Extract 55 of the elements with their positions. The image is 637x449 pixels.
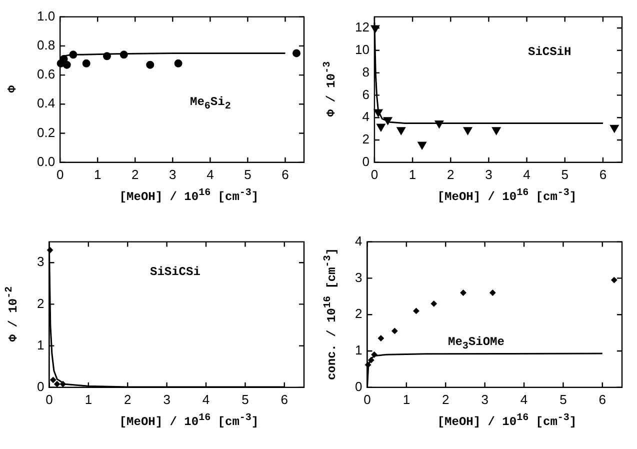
x-tick-label: 3 (481, 392, 488, 407)
y-tick-label: 12 (354, 20, 370, 35)
x-tick-label: 6 (282, 166, 289, 182)
x-tick-label: 5 (244, 166, 252, 182)
x-tick-label: 1 (84, 392, 92, 407)
y-tick-label: 1 (36, 337, 44, 352)
y-tick-label: 8 (362, 64, 370, 80)
y-tick-label: 2 (362, 132, 370, 147)
x-tick-label: 3 (485, 166, 492, 182)
x-tick-label: 3 (169, 166, 176, 182)
x-tick-label: 5 (242, 392, 249, 407)
x-tick-label: 2 (447, 166, 454, 182)
x-tick-label: 2 (442, 392, 450, 407)
y-tick-label: 0 (354, 378, 362, 394)
y-tick-label: 1.0 (36, 8, 56, 24)
x-tick-label: 1 (94, 166, 102, 182)
annotation: SiSiCSi (150, 265, 200, 279)
x-tick-label: 6 (598, 392, 606, 407)
y-tick-label: 3 (354, 270, 362, 285)
y-tick-label: 0 (362, 154, 370, 169)
x-tick-label: 6 (280, 392, 288, 407)
x-tick-label: 1 (402, 392, 410, 407)
y-tick-label: 0.8 (36, 38, 56, 52)
y-tick-label: 3 (36, 254, 44, 270)
y-tick-label: 1 (354, 342, 362, 358)
x-tick-label: 6 (599, 166, 607, 182)
y-tick-label: 2 (36, 296, 44, 311)
x-tick-label: 4 (520, 392, 528, 407)
y-tick-label: 4 (354, 233, 362, 248)
y-tick-label: 0.0 (36, 154, 56, 169)
x-tick-label: 5 (560, 392, 567, 407)
x-tick-label: 2 (132, 166, 139, 182)
y-tick-label: 6 (362, 86, 370, 102)
y-tick-label: 0.2 (36, 124, 56, 140)
y-tick-label: 10 (354, 42, 370, 57)
x-tick-label: 2 (124, 392, 132, 407)
x-axis-title: [MeOH] / 10$^{16}$ [cm$^{-3}$] (436, 413, 578, 429)
x-tick-label: 5 (561, 166, 568, 182)
x-axis-title: [MeOH] / 10$^{16}$ [cm$^{-3}$] (436, 188, 578, 204)
x-tick-label: 1 (408, 166, 416, 182)
x-tick-label: 4 (202, 392, 210, 407)
annotation: Me$_{6}$Si$_{2}$ (190, 95, 231, 112)
x-axis-title: [MeOH] / 10$^{16}$ [cm$^{-3}$] (118, 413, 260, 429)
y-tick-label: 0.6 (36, 66, 56, 82)
y-tick-label: 0.4 (36, 96, 56, 111)
x-tick-label: 3 (163, 392, 170, 407)
y-axis-title: Φ (6, 85, 20, 93)
y-tick-label: 2 (354, 306, 362, 322)
x-axis-title: [MeOH] / 10$^{16}$ [cm$^{-3}$] (118, 188, 260, 204)
y-tick-label: 4 (362, 109, 370, 124)
annotation: Me$_{3}$SiOMe (448, 335, 504, 352)
x-tick-label: 4 (523, 166, 530, 182)
annotation: SiCSiH (528, 45, 572, 59)
x-tick-label: 4 (206, 166, 214, 182)
y-tick-label: 0 (36, 378, 44, 394)
